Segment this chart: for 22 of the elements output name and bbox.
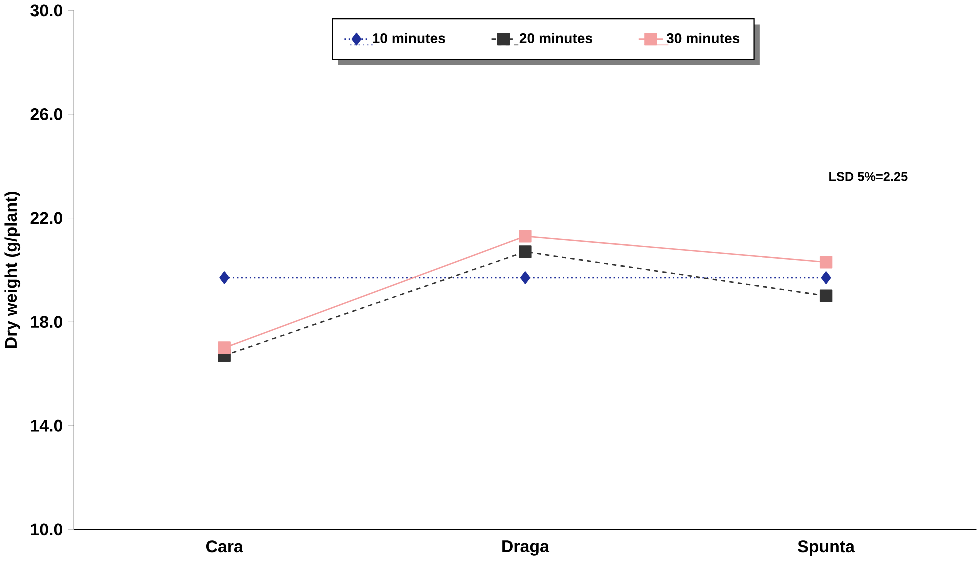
y-tick-label: 14.0 [31, 420, 62, 432]
point [519, 246, 532, 259]
point [520, 272, 530, 284]
y-tick-label: 26.0 [30, 108, 62, 121]
y-tick-label: 10.0 [31, 524, 62, 536]
legend-label: 30 minutes [666, 33, 740, 44]
point [519, 230, 532, 243]
x-tick-label: Cara [206, 540, 244, 553]
y-tick-label: 22.0 [30, 212, 62, 224]
x-tick-label: Spunta [798, 540, 856, 556]
point [820, 256, 833, 269]
annotation: LSD 5%=2.25 [830, 172, 908, 182]
y-tick-label: 18.0 [31, 316, 62, 328]
y-axis-title: Dry weight (g/plant) [4, 192, 21, 348]
point [821, 272, 832, 284]
x-tick-label: Draga [502, 540, 550, 556]
point [220, 272, 230, 284]
point [218, 342, 231, 355]
y-tick-label: 30.0 [30, 4, 62, 17]
legend-label: 10 minutes [373, 33, 446, 44]
legend-label: 20 minutes [520, 33, 592, 44]
point [820, 290, 833, 303]
